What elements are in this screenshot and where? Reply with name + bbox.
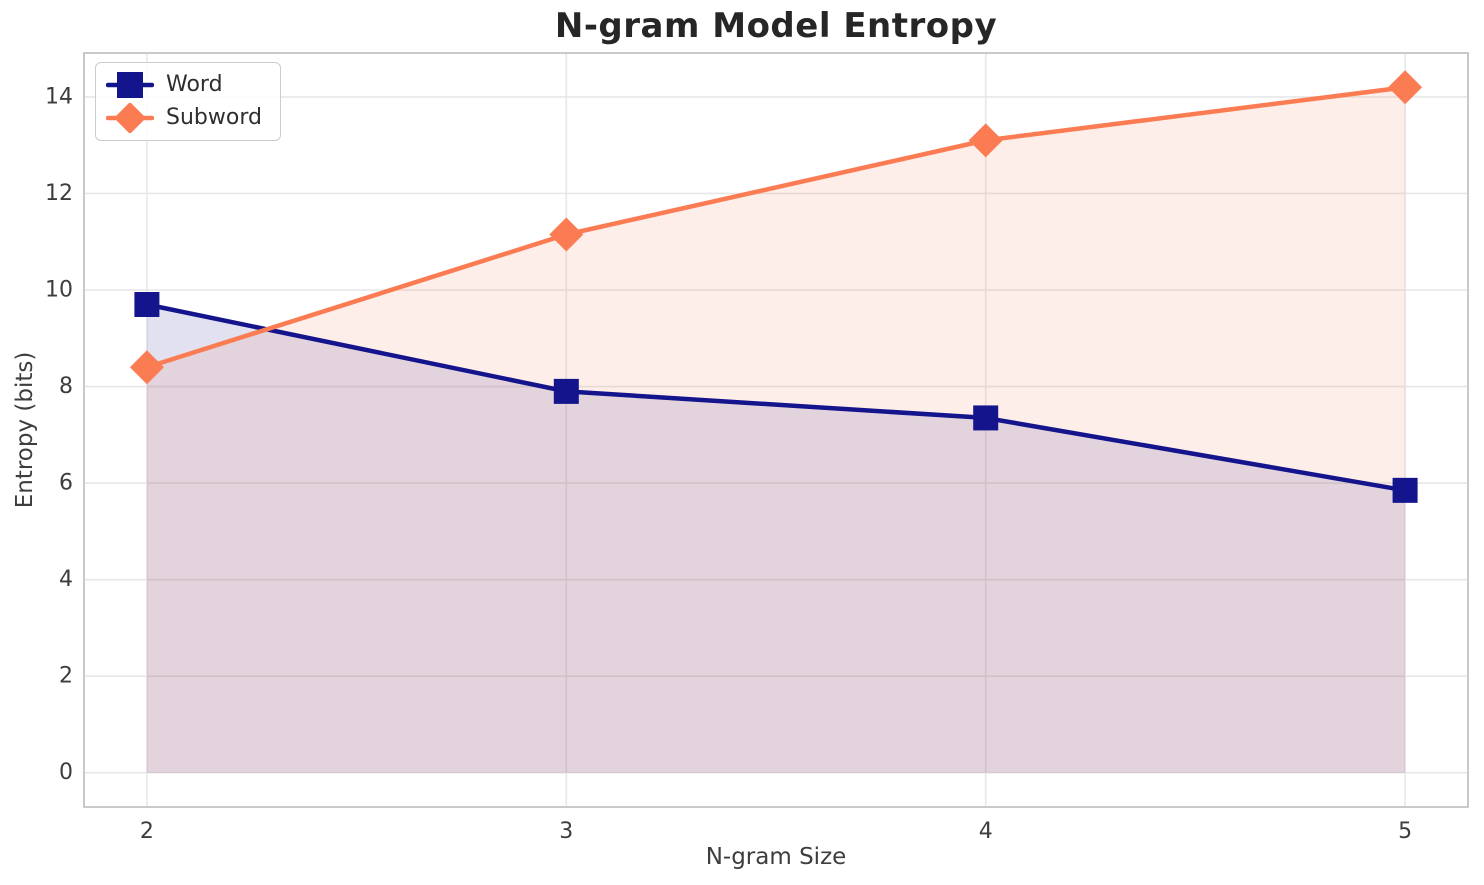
plot-border (83, 52, 1469, 808)
legend-item-word: Word (106, 70, 262, 100)
marker-subword-0 (129, 350, 164, 385)
x-tick-label: 4 (979, 819, 993, 844)
marker-subword-1 (549, 217, 584, 252)
subword-line-marker-icon (106, 103, 154, 133)
legend-label-word: Word (166, 72, 223, 97)
marker-subword-2 (968, 123, 1003, 158)
marker-word-3 (1392, 477, 1418, 503)
marker-word-0 (134, 291, 160, 317)
marker-word-2 (973, 405, 999, 431)
y-axis-label: Entropy (bits) (12, 351, 38, 509)
series-fill-subword (146, 87, 1406, 773)
series-word (134, 291, 1418, 503)
y-tick-label: 14 (45, 84, 73, 109)
marker-word-1 (553, 378, 579, 404)
series-line-subword (144, 85, 1408, 370)
x-axis-label: N-gram Size (705, 844, 847, 870)
x-tick-label: 2 (140, 819, 154, 844)
y-tick-label: 10 (45, 278, 73, 303)
y-tick-label: 12 (45, 181, 73, 206)
marker-subword-3 (1388, 70, 1423, 105)
x-tick-label: 3 (559, 819, 573, 844)
legend-label-subword: Subword (166, 105, 262, 130)
x-tick-label: 5 (1398, 819, 1412, 844)
legend: Word Subword (95, 62, 281, 141)
y-tick-label: 4 (59, 567, 73, 592)
series-line-word (144, 302, 1408, 493)
series-fill-word (146, 304, 1406, 773)
y-tick-label: 8 (59, 374, 73, 399)
y-tick-label: 0 (59, 760, 73, 785)
legend-item-subword: Subword (106, 103, 262, 133)
chart-title: N-gram Model Entropy (554, 6, 998, 46)
word-line-marker-icon (106, 72, 154, 98)
series-subword (129, 70, 1423, 385)
y-tick-label: 2 (59, 664, 73, 689)
y-tick-label: 6 (59, 471, 73, 496)
